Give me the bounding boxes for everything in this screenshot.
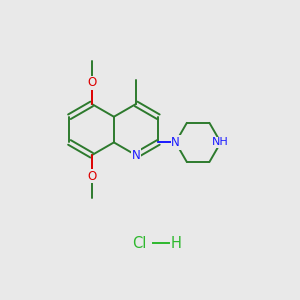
Text: N: N — [132, 149, 140, 162]
Text: H: H — [171, 236, 182, 251]
Text: Cl: Cl — [133, 236, 147, 251]
Text: O: O — [87, 76, 96, 89]
Text: O: O — [87, 170, 96, 183]
Text: N: N — [171, 136, 180, 149]
Text: NH: NH — [212, 137, 229, 147]
